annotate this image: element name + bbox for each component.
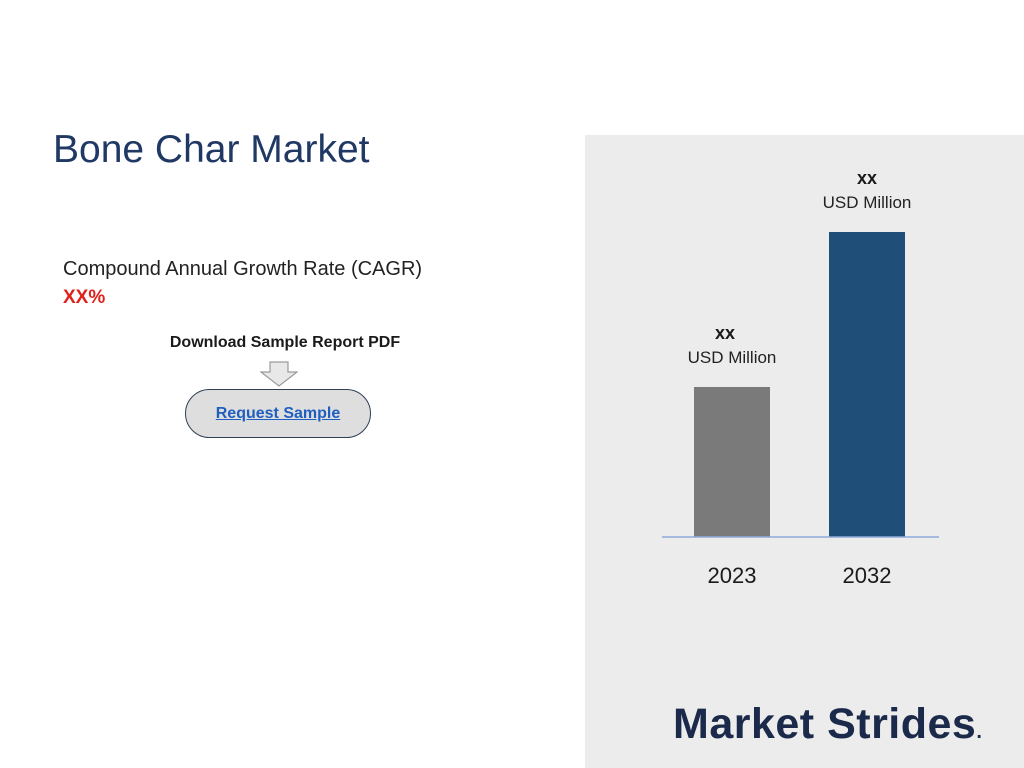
value-label-2023: xx [715,323,735,343]
download-sample-label: Download Sample Report PDF [169,334,401,351]
category-label-2023: 2023 [708,563,757,588]
request-sample-button[interactable]: Request Sample [185,389,371,438]
category-label-2032: 2032 [843,563,892,588]
unit-label-2032: USD Million [823,193,912,212]
unit-label-2023: USD Million [688,348,777,367]
bar-2032 [829,232,905,537]
request-sample-link[interactable]: Request Sample [215,404,341,422]
cagr-label: Compound Annual Growth Rate (CAGR) [63,258,423,280]
chart-panel [585,135,1024,768]
cagr-value: XX% [63,287,106,308]
page-title: Bone Char Market [53,128,370,171]
value-label-2032: xx [857,168,877,188]
brand-name: Market Strides [673,700,977,748]
down-arrow-icon [260,361,298,387]
bar-2023 [694,387,770,537]
brand-mark: . [976,721,983,743]
brand-logo: Market Strides. [673,700,982,749]
market-size-chart: xx USD Million 2023 xx USD Million 2032 [662,168,939,588]
